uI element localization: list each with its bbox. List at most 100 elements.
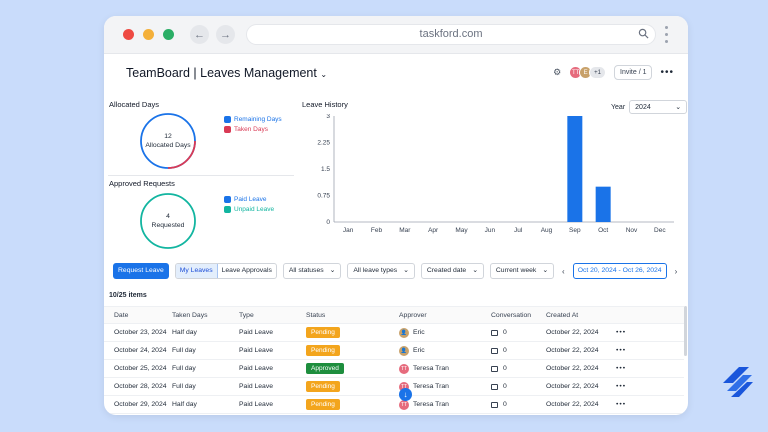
x-tick-label: Apr (428, 227, 439, 234)
year-value: 2024 (635, 103, 651, 111)
leaves-table: Date Taken Days Type Status Approver Con… (104, 306, 684, 414)
close-dot[interactable] (123, 29, 134, 40)
cell-type: Paid Leave (239, 329, 274, 336)
address-bar[interactable]: taskford.com (246, 24, 656, 45)
status-filter-label: All statuses (288, 267, 324, 274)
avatar: TT (399, 399, 409, 410)
allocated-number: 12 (164, 133, 172, 140)
x-tick-label: Nov (626, 227, 638, 234)
avatar: TT (399, 363, 409, 374)
invite-button[interactable]: Invite / 1 (614, 65, 653, 80)
legend-swatch (224, 206, 231, 213)
x-tick-label: Sep (569, 227, 581, 234)
row-more-icon[interactable]: ••• (616, 365, 627, 372)
cell-approver: Teresa Tran (413, 365, 449, 372)
table-row[interactable]: October 25, 2024 Full day Paid Leave Approv… (104, 360, 684, 378)
row-more-icon[interactable]: ••• (616, 329, 627, 336)
bar-sep[interactable] (567, 116, 583, 222)
approved-label: Requested (151, 222, 185, 229)
table-header: Date Taken Days Type Status Approver Con… (104, 306, 684, 324)
status-filter[interactable]: All statuses ⌄ (282, 263, 342, 279)
forward-icon[interactable]: → (216, 25, 235, 44)
app-header: TeamBoard | Leaves Management ⌄ ⚙ TT E +… (104, 54, 688, 94)
chat-icon[interactable] (491, 329, 498, 336)
cell-approver: Teresa Tran (413, 401, 449, 408)
items-count: 10/25 items (109, 292, 147, 299)
allocated-title: Allocated Days (109, 100, 160, 109)
row-more-icon[interactable]: ••• (616, 401, 627, 408)
prev-week-icon[interactable]: ‹ (562, 266, 565, 276)
chat-icon[interactable] (491, 383, 498, 390)
leave-approvals-tab[interactable]: Leave Approvals (221, 267, 272, 274)
table-row[interactable]: October 24, 2024 Full day Paid Leave Pendin… (104, 342, 684, 360)
legend-remaining: Remaining Days (234, 116, 282, 123)
my-leaves-tab[interactable]: My Leaves (175, 264, 218, 278)
request-leave-button[interactable]: Request Leave (113, 263, 169, 279)
table-row[interactable]: October 29, 2024 Half day Paid Leave Pendin… (104, 396, 684, 414)
year-label: Year (611, 103, 626, 111)
col-taken-days: Taken Days (172, 311, 208, 319)
type-filter[interactable]: All leave types ⌄ (347, 263, 415, 279)
brand-logo-icon (723, 367, 753, 397)
leave-history-chart: 0 0.75 1.5 2.25 3 Jan Feb Mar Apr May Jun Jul Aug Sep… (317, 114, 674, 234)
x-tick-label: Mar (399, 227, 411, 234)
period-select[interactable]: Current week ⌄ (489, 263, 555, 279)
x-tick-label: Jul (514, 227, 523, 234)
member-avatars[interactable]: TT E +1 (569, 66, 607, 79)
y-tick-label: 0 (326, 219, 330, 226)
year-select[interactable]: 2024 ⌄ (629, 100, 688, 114)
table-scrollbar[interactable] (684, 306, 687, 356)
search-icon[interactable] (638, 28, 649, 39)
col-status: Status (306, 311, 326, 319)
avatar: 👤 (399, 345, 409, 356)
gear-icon[interactable]: ⚙ (553, 67, 562, 77)
more-icon[interactable]: ••• (660, 67, 674, 78)
chat-icon[interactable] (491, 347, 498, 354)
date-range-picker[interactable]: Oct 20, 2024 - Oct 26, 2024 (572, 263, 667, 279)
cell-conversation: 0 (503, 383, 507, 390)
page-title[interactable]: TeamBoard | Leaves Management ⌄ (126, 66, 328, 80)
next-week-icon[interactable]: › (674, 266, 678, 276)
table-row[interactable]: October 23, 2024 Half day Paid Leave Pendin… (104, 324, 684, 342)
history-title: Leave History (302, 100, 348, 109)
back-icon[interactable]: ← (190, 25, 209, 44)
url-text: taskford.com (419, 28, 483, 40)
legend-taken: Taken Days (234, 126, 268, 133)
allocated-donut (140, 113, 196, 169)
x-tick-label: May (455, 227, 468, 234)
scroll-down-icon[interactable]: ↓ (399, 388, 412, 401)
cell-type: Paid Leave (239, 347, 274, 354)
cell-approver: Teresa Tran (413, 383, 449, 390)
section-divider (108, 175, 294, 176)
cell-created: October 22, 2024 (546, 347, 599, 354)
chevron-down-icon: ⌄ (472, 267, 478, 274)
chat-icon[interactable] (491, 401, 498, 408)
row-more-icon[interactable]: ••• (616, 347, 627, 354)
cell-date: October 24, 2024 (114, 347, 167, 354)
cell-approver: Eric (413, 329, 425, 336)
x-tick-label: Oct (598, 227, 608, 234)
y-tick-label: 1.5 (321, 166, 330, 173)
type-filter-label: All leave types (353, 267, 398, 274)
chevron-down-icon[interactable]: ⌄ (320, 70, 328, 79)
chat-icon[interactable] (491, 365, 498, 372)
bar-oct[interactable] (595, 186, 611, 222)
col-type: Type (239, 311, 254, 319)
cell-date: October 28, 2024 (114, 383, 167, 390)
browser-window: ← → taskford.com TeamBoard | Leaves Mana… (104, 16, 688, 415)
browser-menu-icon[interactable] (665, 26, 668, 43)
minimize-dot[interactable] (143, 29, 154, 40)
cell-taken: Half day (172, 329, 197, 336)
sort-select[interactable]: Created date ⌄ (420, 263, 484, 279)
status-badge: Pending (306, 327, 340, 338)
chevron-down-icon: ⌄ (675, 104, 682, 111)
row-more-icon[interactable]: ••• (616, 383, 627, 390)
filter-toolbar: Request Leave My Leaves Leave Approvals … (113, 263, 679, 279)
maximize-dot[interactable] (163, 29, 174, 40)
cell-conversation: 0 (503, 365, 507, 372)
table-row[interactable]: October 28, 2024 Full day Paid Leave Pendin… (104, 378, 684, 396)
x-tick-label: Dec (654, 227, 666, 234)
cell-approver: Eric (413, 347, 425, 354)
status-badge: Pending (306, 345, 340, 356)
cell-created: October 22, 2024 (546, 401, 599, 408)
